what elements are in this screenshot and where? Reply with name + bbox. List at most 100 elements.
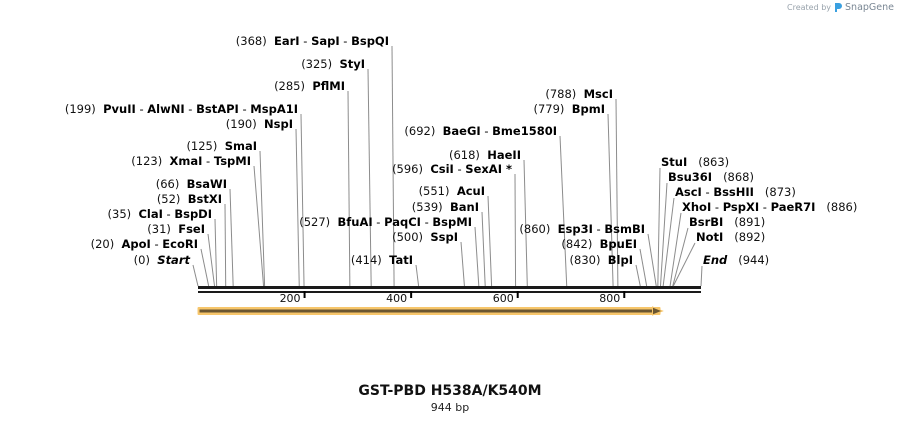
enzyme-name[interactable]: BspQI (351, 34, 389, 48)
enzyme-name[interactable]: SapI (311, 34, 340, 48)
restriction-site-label[interactable]: XhoI - PspXI - PaeR7I (886) (682, 200, 857, 214)
restriction-site-label[interactable]: (596) CsiI - SexAI * (392, 162, 512, 176)
restriction-site-label[interactable]: (31) FseI (147, 222, 205, 236)
enzyme-name[interactable]: Bsu36I (668, 170, 713, 184)
enzyme-name[interactable]: FseI (178, 222, 205, 236)
credit-prefix: Created by (787, 3, 832, 12)
enzyme-name[interactable]: PvuII (103, 102, 136, 116)
restriction-site-label[interactable]: (285) PflMI (274, 79, 345, 93)
restriction-site-label[interactable]: (830) BlpI (570, 253, 633, 267)
enzyme-name[interactable]: PaqCI (384, 215, 421, 229)
restriction-site-label[interactable]: (368) EarI - SapI - BspQI (236, 34, 389, 48)
enzyme-name[interactable]: MscI (583, 87, 613, 101)
enzyme-name[interactable]: BsmBI (604, 222, 645, 236)
enzyme-name[interactable]: BaeGI (442, 124, 481, 138)
restriction-site-label[interactable]: (0) Start (134, 253, 190, 267)
separator: - (339, 34, 352, 48)
restriction-site-label[interactable]: Bsu36I (868) (668, 170, 754, 184)
enzyme-name[interactable]: NotI (696, 230, 724, 244)
restriction-site-label[interactable]: NotI (892) (696, 230, 765, 244)
enzyme-name[interactable]: BssHII (713, 185, 754, 199)
restriction-site-label[interactable]: BsrBI (891) (689, 215, 765, 229)
leader-line (514, 173, 517, 287)
enzyme-name[interactable]: BlpI (607, 253, 633, 267)
enzyme-name[interactable]: ApoI (121, 237, 151, 251)
enzyme-name[interactable]: MspA1I (250, 102, 298, 116)
enzyme-name[interactable]: BpuEI (599, 237, 637, 251)
enzyme-names: XhoI - PspXI - PaeR7I (682, 200, 815, 214)
restriction-site-label[interactable]: (779) BpmI (533, 102, 605, 116)
restriction-site-label[interactable]: (325) StyI (301, 57, 365, 71)
enzyme-name[interactable]: SmaI (224, 139, 257, 153)
enzyme-name[interactable]: XhoI (682, 200, 712, 214)
enzyme-name[interactable]: PaeR7I (770, 200, 816, 214)
enzyme-name[interactable]: Bme1580I (492, 124, 557, 138)
enzyme-name[interactable]: BspMI (432, 215, 472, 229)
enzyme-name[interactable]: BsaWI (186, 177, 227, 191)
separator: - (184, 102, 197, 116)
enzyme-name[interactable]: ClaI (138, 207, 163, 221)
enzyme-name[interactable]: StuI (661, 155, 688, 169)
enzyme-name[interactable]: BsrBI (689, 215, 724, 229)
enzyme-name[interactable]: EcoRI (162, 237, 198, 251)
enzyme-names: StuI (661, 155, 687, 169)
enzyme-name[interactable]: NspI (264, 117, 293, 131)
enzyme-name[interactable]: BanI (450, 200, 479, 214)
enzyme-name[interactable]: PflMI (312, 79, 345, 93)
enzyme-name[interactable]: Start (157, 253, 190, 267)
restriction-site-label[interactable]: End (944) (703, 253, 769, 267)
restriction-site-label[interactable]: (551) AcuI (419, 184, 485, 198)
enzyme-name[interactable]: BstAPI (196, 102, 239, 116)
enzyme-name[interactable]: CsiI (430, 162, 454, 176)
enzyme-name[interactable]: End (703, 253, 728, 267)
enzyme-name[interactable]: EarI (274, 34, 300, 48)
enzyme-name[interactable]: BpmI (571, 102, 605, 116)
leader-line (660, 182, 668, 287)
enzyme-name[interactable]: BspDI (174, 207, 212, 221)
leader-line (662, 197, 675, 287)
restriction-site-label[interactable]: StuI (863) (661, 155, 729, 169)
enzyme-name[interactable]: SexAI * (465, 162, 512, 176)
enzyme-name[interactable]: StyI (339, 57, 365, 71)
enzyme-names: MscI (584, 87, 613, 101)
snapgene-logo-icon (835, 3, 843, 12)
enzyme-name[interactable]: BstXI (187, 192, 222, 206)
enzyme-name[interactable]: AscI (675, 185, 702, 199)
restriction-site-label[interactable]: AscI - BssHII (873) (675, 185, 796, 199)
restriction-site-label[interactable]: (190) NspI (226, 117, 293, 131)
enzyme-name[interactable]: AcuI (456, 184, 485, 198)
restriction-site-label[interactable]: (860) Esp3I - BsmBI (519, 222, 645, 236)
enzyme-name[interactable]: SspI (430, 230, 458, 244)
restriction-site-label[interactable]: (527) BfuAI - PaqCI - BspMI (299, 215, 472, 229)
enzyme-name[interactable]: XmaI (169, 154, 203, 168)
enzyme-names: BanI (450, 200, 479, 214)
restriction-site-label[interactable]: (199) PvuII - AlwNI - BstAPI - MspA1I (65, 102, 298, 116)
site-position: (779) (533, 102, 565, 116)
site-position: (285) (274, 79, 305, 93)
restriction-site-label[interactable]: (125) SmaI (186, 139, 257, 153)
ruler-tick (516, 291, 519, 298)
restriction-site-label[interactable]: (618) HaeII (449, 148, 521, 162)
restriction-site-label[interactable]: (66) BsaWI (156, 177, 227, 191)
restriction-site-label[interactable]: (788) MscI (545, 87, 613, 101)
restriction-site-label[interactable]: (692) BaeGI - Bme1580I (404, 124, 557, 138)
restriction-site-label[interactable]: (500) SspI (392, 230, 458, 244)
restriction-site-label[interactable]: (414) TatI (351, 253, 413, 267)
restriction-site-label[interactable]: (539) BanI (412, 200, 479, 214)
restriction-site-label[interactable]: (123) XmaI - TspMI (131, 154, 251, 168)
restriction-site-label[interactable]: (20) ApoI - EcoRI (91, 237, 198, 251)
enzyme-name[interactable]: HaeII (487, 148, 521, 162)
enzyme-name[interactable]: AlwNI (147, 102, 185, 116)
restriction-site-label[interactable]: (842) BpuEI (561, 237, 637, 251)
separator: - (135, 102, 148, 116)
enzyme-name[interactable]: TatI (389, 253, 413, 267)
restriction-site-label[interactable]: (52) BstXI (157, 192, 222, 206)
enzyme-name[interactable]: Esp3I (557, 222, 593, 236)
separator: - (420, 215, 433, 229)
enzyme-name[interactable]: PspXI (722, 200, 760, 214)
created-by-credit[interactable]: Created by SnapGene (787, 2, 894, 13)
enzyme-names: Bsu36I (668, 170, 712, 184)
restriction-site-label[interactable]: (35) ClaI - BspDI (108, 207, 212, 221)
enzyme-name[interactable]: BfuAI (337, 215, 373, 229)
enzyme-name[interactable]: TspMI (213, 154, 251, 168)
